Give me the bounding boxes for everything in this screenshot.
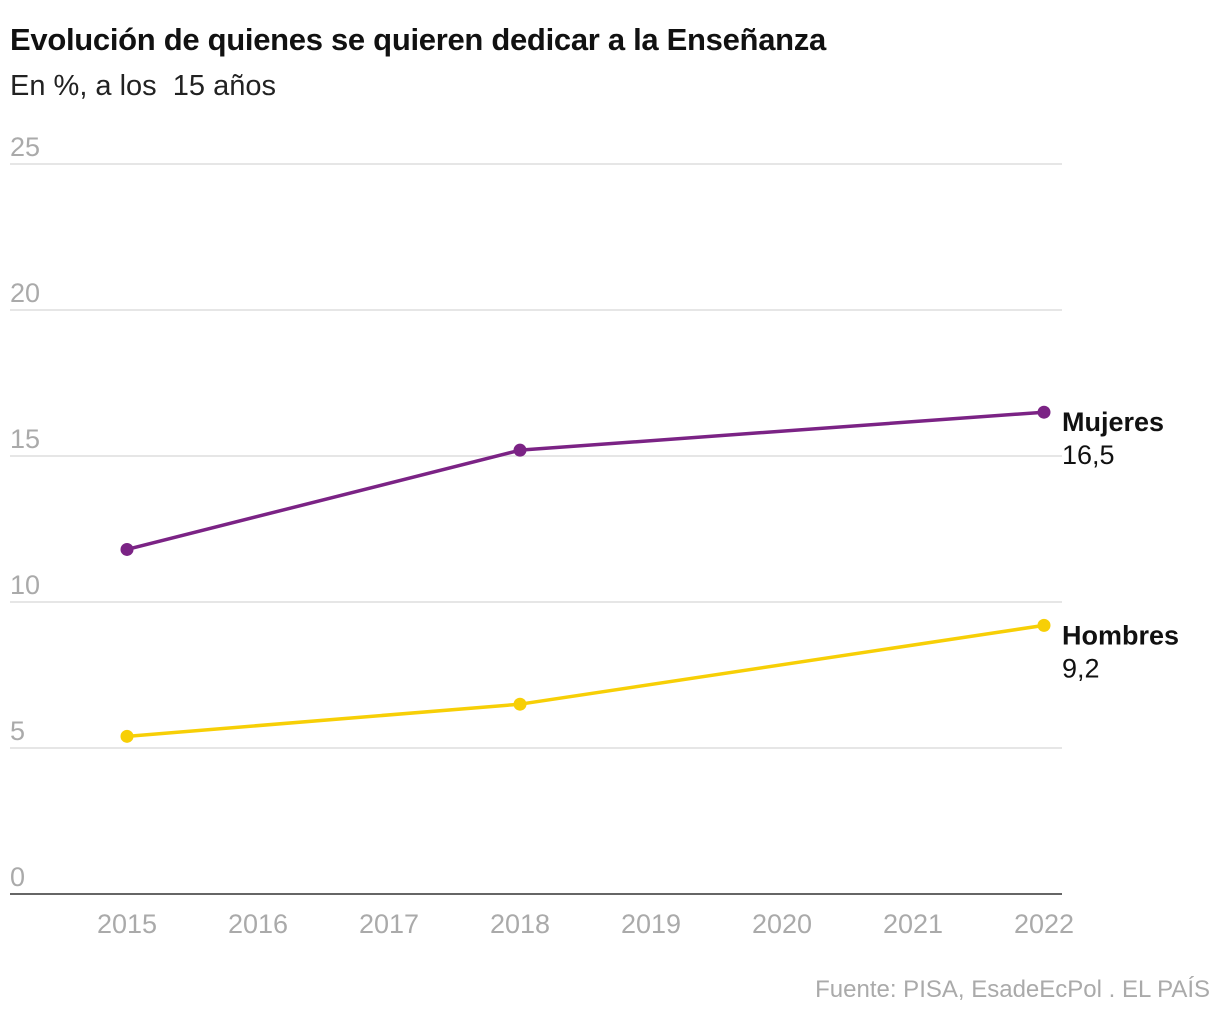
series-line-mujeres — [126, 410, 1045, 552]
data-point-hombres — [120, 729, 134, 743]
series-line-hombres — [126, 623, 1045, 739]
chart-title: Evolución de quienes se quieren dedicar … — [10, 22, 826, 57]
y-tick-label: 25 — [10, 132, 40, 162]
x-axis-ticks: 2015 2016 2017 2018 2019 2020 2021 2022 — [97, 909, 1074, 939]
x-tick-label: 2020 — [752, 909, 812, 939]
x-tick-label: 2017 — [359, 909, 419, 939]
series-value-mujeres: 16,5 — [1062, 440, 1115, 470]
y-tick-label: 15 — [10, 424, 40, 454]
y-axis-ticks: 0 5 10 15 20 25 — [10, 132, 40, 892]
series-label-hombres: Hombres — [1062, 620, 1179, 650]
chart-subtitle: En %, a los 15 años — [10, 70, 276, 102]
data-point-mujeres — [120, 542, 134, 556]
data-point-hombres — [1037, 618, 1051, 632]
y-tick-label: 20 — [10, 278, 40, 308]
y-tick-label: 5 — [10, 716, 25, 746]
x-tick-label: 2018 — [490, 909, 550, 939]
x-tick-label: 2021 — [883, 909, 943, 939]
data-point-mujeres — [513, 443, 527, 457]
gridlines — [10, 163, 1062, 749]
series-value-hombres: 9,2 — [1062, 653, 1100, 683]
x-tick-label: 2015 — [97, 909, 157, 939]
y-tick-label: 0 — [10, 862, 25, 892]
x-tick-label: 2016 — [228, 909, 288, 939]
series-label-mujeres: Mujeres — [1062, 407, 1164, 437]
x-tick-label: 2022 — [1014, 909, 1074, 939]
x-tick-label: 2019 — [621, 909, 681, 939]
data-point-mujeres — [1037, 405, 1051, 419]
y-tick-label: 10 — [10, 570, 40, 600]
source-note: Fuente: PISA, EsadeEcPol . EL PAÍS — [815, 976, 1210, 1003]
data-point-hombres — [513, 697, 527, 711]
